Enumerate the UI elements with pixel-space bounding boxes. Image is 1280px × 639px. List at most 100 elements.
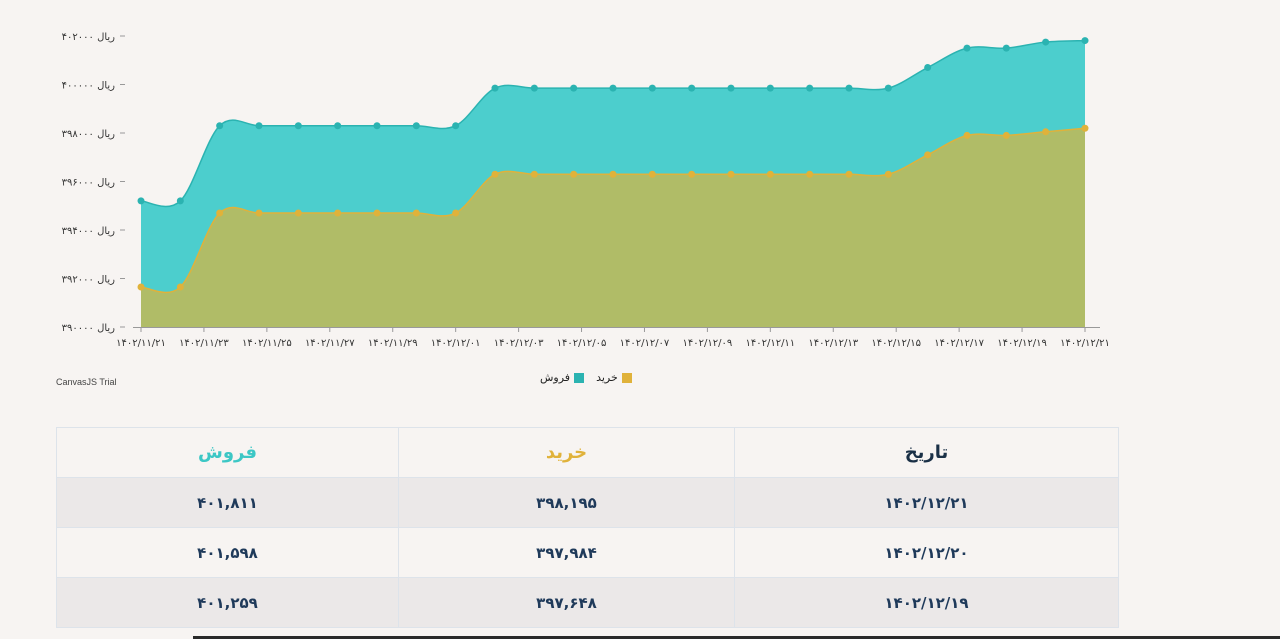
legend-swatch-sell bbox=[574, 372, 585, 383]
data-point-0-9 bbox=[491, 84, 499, 92]
cell-sell: ۴۰۱,۲۵۹ bbox=[57, 577, 399, 628]
data-point-0-16 bbox=[766, 84, 774, 92]
data-point-0-23 bbox=[1042, 38, 1050, 46]
legend-label-sell: فروش bbox=[540, 371, 571, 384]
cell-sell: ۴۰۱,۵۹۸ bbox=[57, 527, 399, 578]
data-point-0-14 bbox=[688, 84, 696, 92]
y-tick-label: ریال ۳۹۴۰۰۰ bbox=[62, 226, 116, 237]
legend-item-sell[interactable]: فروش bbox=[540, 371, 585, 384]
page-bottom-bar bbox=[193, 636, 1280, 639]
chart-legend: خرید فروش bbox=[540, 371, 632, 384]
x-tick-label: ۱۴۰۲/۱۲/۰۳ bbox=[494, 338, 544, 349]
data-point-0-4 bbox=[294, 122, 302, 130]
y-tick-label: ریال ۳۹۲۰۰۰ bbox=[62, 275, 116, 286]
data-point-1-17 bbox=[806, 170, 814, 178]
legend-item-buy[interactable]: خرید bbox=[596, 371, 632, 384]
x-tick-label: ۱۴۰۲/۱۱/۲۵ bbox=[242, 338, 292, 349]
header-buy: خرید bbox=[398, 428, 735, 478]
y-tick-label: ریال ۳۹۶۰۰۰ bbox=[62, 178, 116, 189]
data-point-1-13 bbox=[648, 170, 656, 178]
price-table: تاریخ خرید فروش ۱۴۰۲/۱۲/۲۱ ۳۹۸,۱۹۵ ۴۰۱,۸… bbox=[56, 427, 1119, 628]
table-row: ۱۴۰۲/۱۲/۲۱ ۳۹۸,۱۹۵ ۴۰۱,۸۱۱ bbox=[57, 477, 1118, 528]
data-point-0-7 bbox=[412, 122, 420, 130]
data-point-0-15 bbox=[727, 84, 735, 92]
x-tick-label: ۱۴۰۲/۱۲/۱۹ bbox=[997, 338, 1047, 349]
data-point-1-10 bbox=[530, 170, 538, 178]
data-point-1-24 bbox=[1081, 124, 1089, 132]
y-tick-label: ریال ۳۹۰۰۰۰ bbox=[62, 323, 116, 334]
data-point-0-2 bbox=[216, 122, 224, 130]
data-point-1-1 bbox=[176, 283, 184, 291]
price-area-chart: ریال ۳۹۰۰۰۰ ریال ۳۹۲۰۰۰ ریال ۳۹۴۰۰۰ ریال ۳۹… bbox=[62, 32, 1110, 349]
header-sell: فروش bbox=[57, 428, 399, 478]
data-point-1-15 bbox=[727, 170, 735, 178]
data-point-0-0 bbox=[137, 197, 145, 205]
data-point-1-12 bbox=[609, 170, 617, 178]
table-header-row: تاریخ خرید فروش bbox=[57, 428, 1118, 478]
data-point-1-2 bbox=[216, 209, 224, 217]
data-point-1-14 bbox=[688, 170, 696, 178]
data-point-1-22 bbox=[1002, 131, 1010, 139]
cell-buy: ۳۹۸,۱۹۵ bbox=[398, 477, 735, 528]
y-tick-label: ریال ۴۰۰۰۰۰ bbox=[62, 81, 116, 92]
cell-date: ۱۴۰۲/۱۲/۱۹ bbox=[734, 577, 1118, 628]
x-tick-label: ۱۴۰۲/۱۲/۱۳ bbox=[808, 338, 858, 349]
data-point-0-17 bbox=[806, 84, 814, 92]
x-tick-label: ۱۴۰۲/۱۲/۲۱ bbox=[1060, 338, 1110, 349]
data-point-1-18 bbox=[845, 170, 853, 178]
x-tick-label: ۱۴۰۲/۱۱/۲۷ bbox=[305, 338, 355, 349]
data-point-1-21 bbox=[963, 131, 971, 139]
data-point-1-8 bbox=[452, 209, 460, 217]
data-point-1-0 bbox=[137, 283, 145, 291]
canvasjs-watermark[interactable]: CanvasJS Trial bbox=[56, 377, 117, 387]
y-tick-label: ریال ۴۰۲۰۰۰ bbox=[62, 32, 116, 43]
cell-sell: ۴۰۱,۸۱۱ bbox=[57, 477, 399, 528]
data-point-1-5 bbox=[334, 209, 342, 217]
price-chart: ریال ۳۹۰۰۰۰ ریال ۳۹۲۰۰۰ ریال ۳۹۴۰۰۰ ریال ۳۹… bbox=[62, 32, 1110, 349]
data-point-0-22 bbox=[1002, 44, 1010, 52]
series-area-1 bbox=[141, 128, 1085, 327]
data-point-0-13 bbox=[648, 84, 656, 92]
data-point-0-8 bbox=[452, 122, 460, 130]
x-tick-label: ۱۴۰۲/۱۱/۲۳ bbox=[179, 338, 229, 349]
data-point-1-19 bbox=[884, 170, 892, 178]
data-point-0-11 bbox=[570, 84, 578, 92]
data-point-0-12 bbox=[609, 84, 617, 92]
x-tick-label: ۱۴۰۲/۱۱/۲۹ bbox=[368, 338, 418, 349]
cell-buy: ۳۹۷,۶۴۸ bbox=[398, 577, 735, 628]
table-row: ۱۴۰۲/۱۲/۱۹ ۳۹۷,۶۴۸ ۴۰۱,۲۵۹ bbox=[57, 577, 1118, 628]
x-tick-label: ۱۴۰۲/۱۲/۰۷ bbox=[620, 338, 670, 349]
data-point-1-20 bbox=[924, 151, 932, 159]
data-point-0-24 bbox=[1081, 37, 1089, 45]
data-point-0-19 bbox=[884, 84, 892, 92]
data-point-0-20 bbox=[924, 64, 932, 72]
x-tick-label: ۱۴۰۲/۱۲/۰۵ bbox=[557, 338, 607, 349]
data-point-1-9 bbox=[491, 170, 499, 178]
data-point-1-4 bbox=[294, 209, 302, 217]
cell-date: ۱۴۰۲/۱۲/۲۱ bbox=[734, 477, 1118, 528]
table-row: ۱۴۰۲/۱۲/۲۰ ۳۹۷,۹۸۴ ۴۰۱,۵۹۸ bbox=[57, 527, 1118, 578]
x-tick-label: ۱۴۰۲/۱۲/۰۹ bbox=[683, 338, 733, 349]
cell-buy: ۳۹۷,۹۸۴ bbox=[398, 527, 735, 578]
data-point-1-11 bbox=[570, 170, 578, 178]
y-tick-label: ریال ۳۹۸۰۰۰ bbox=[62, 129, 116, 140]
data-point-0-10 bbox=[530, 84, 538, 92]
data-point-1-7 bbox=[412, 209, 420, 217]
legend-label-buy: خرید bbox=[596, 371, 618, 384]
data-point-1-6 bbox=[373, 209, 381, 217]
x-tick-label: ۱۴۰۲/۱۲/۱۷ bbox=[934, 338, 984, 349]
header-date: تاریخ bbox=[734, 428, 1118, 478]
data-point-1-16 bbox=[766, 170, 774, 178]
cell-date: ۱۴۰۲/۱۲/۲۰ bbox=[734, 527, 1118, 578]
data-point-0-3 bbox=[255, 122, 263, 130]
data-point-0-6 bbox=[373, 122, 381, 130]
x-tick-label: ۱۴۰۲/۱۱/۲۱ bbox=[116, 338, 166, 349]
x-tick-label: ۱۴۰۲/۱۲/۰۱ bbox=[431, 338, 481, 349]
x-tick-label: ۱۴۰۲/۱۲/۱۱ bbox=[745, 338, 795, 349]
legend-swatch-buy bbox=[621, 372, 632, 383]
data-point-1-3 bbox=[255, 209, 263, 217]
data-point-0-21 bbox=[963, 44, 971, 52]
data-point-0-18 bbox=[845, 84, 853, 92]
data-point-0-1 bbox=[176, 197, 184, 205]
data-point-0-5 bbox=[334, 122, 342, 130]
